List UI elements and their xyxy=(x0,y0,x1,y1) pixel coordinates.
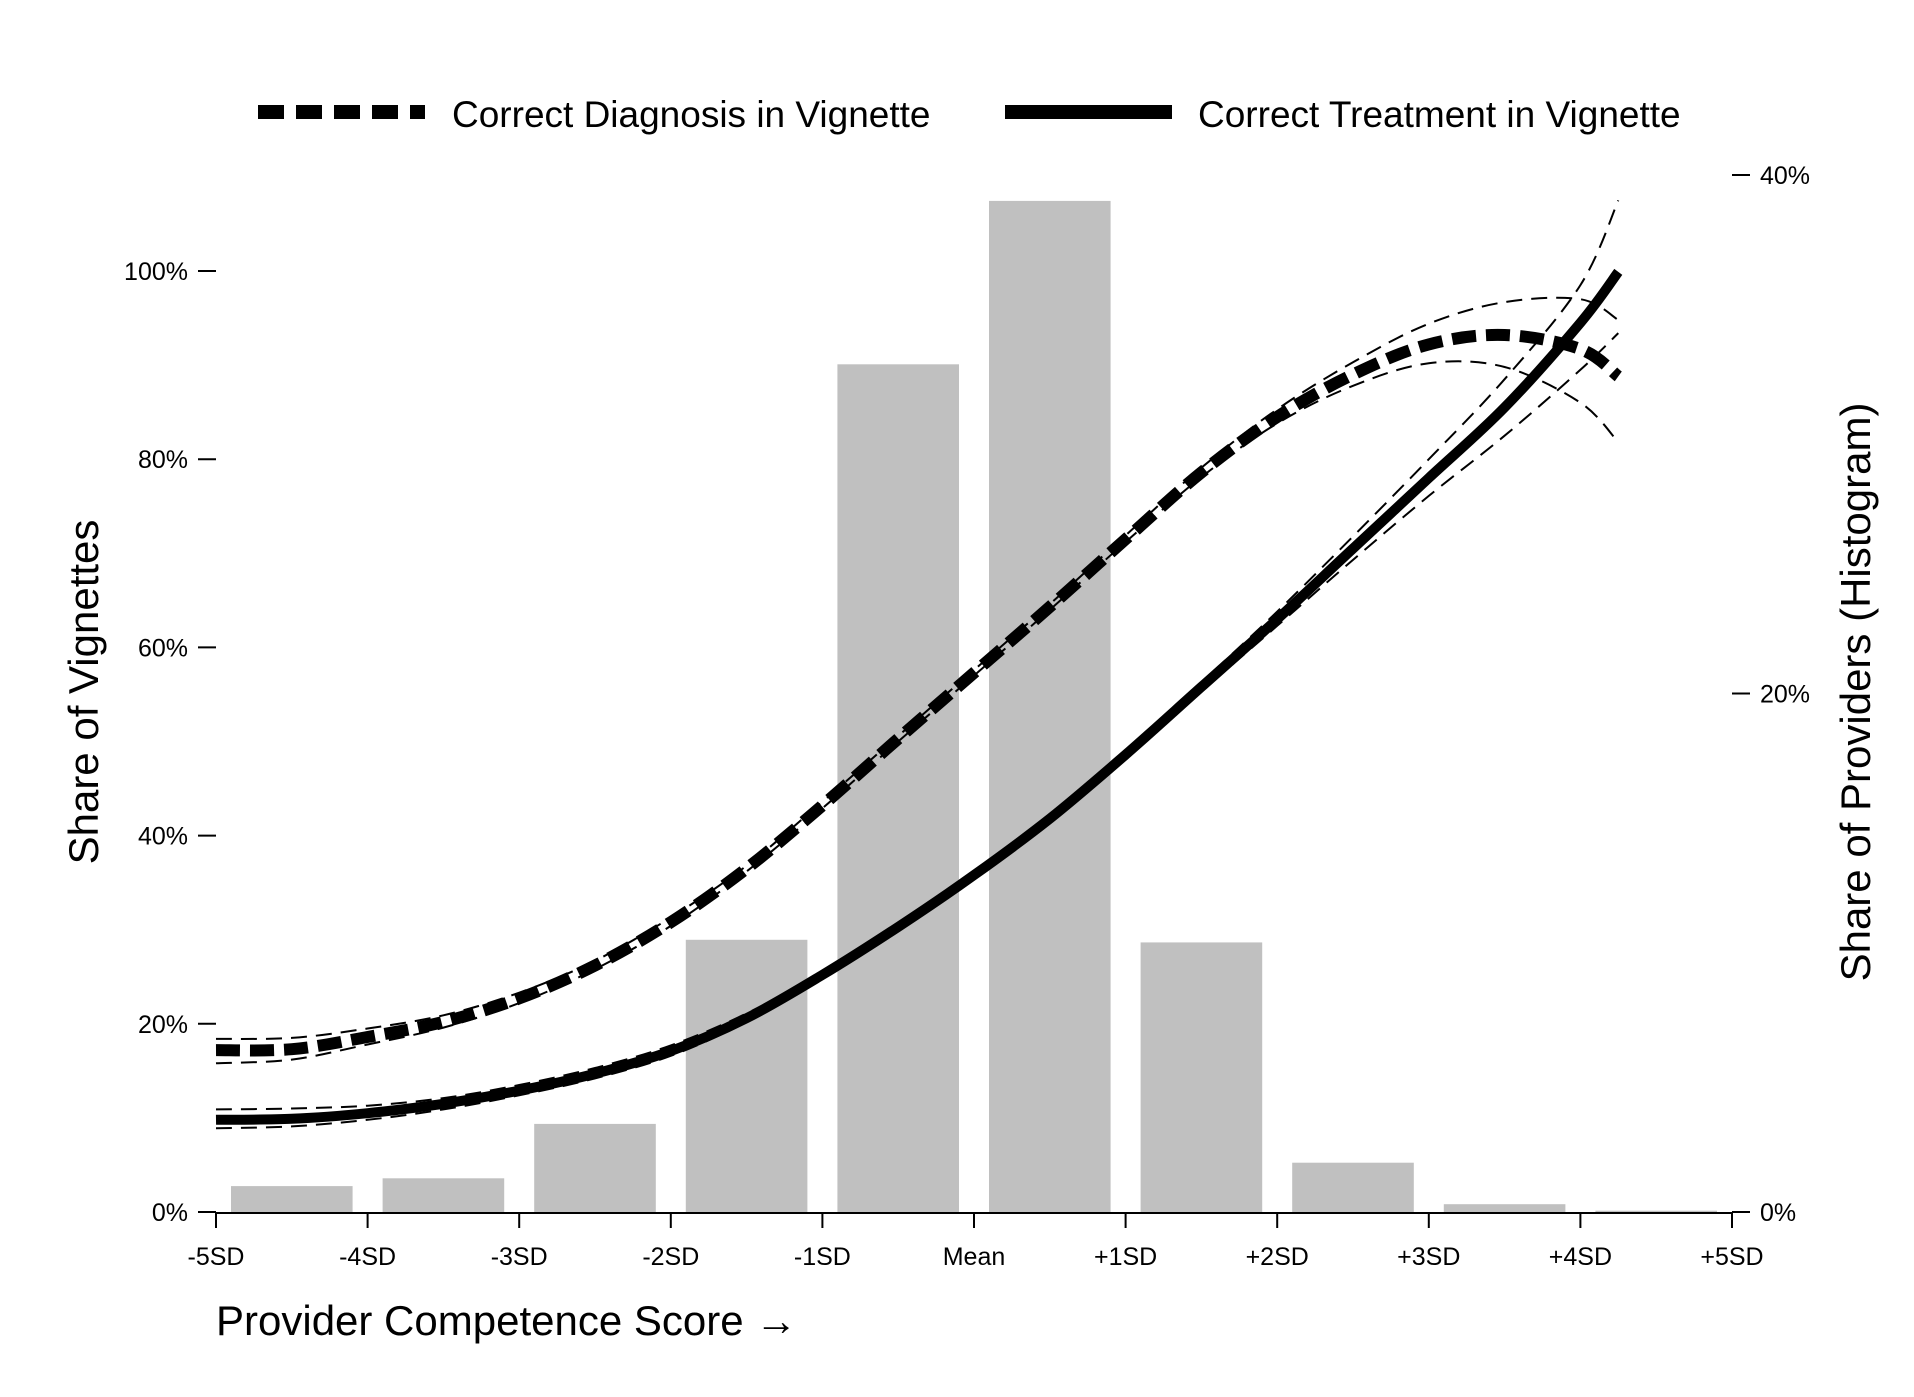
histogram-bar xyxy=(382,1178,505,1212)
y-left-tick-label: 40% xyxy=(138,823,188,851)
y-left-axis-title: Share of Vignettes xyxy=(60,520,107,865)
histogram-bar xyxy=(1292,1162,1414,1212)
series-line-diagnosis xyxy=(215,328,1623,1057)
x-tick-label: -1SD xyxy=(794,1243,851,1271)
y-left-tick-label: 20% xyxy=(138,1011,188,1039)
histogram-bar xyxy=(1595,1210,1717,1213)
histogram-layer xyxy=(231,200,1717,1213)
legend-label-diagnosis: Correct Diagnosis in Vignette xyxy=(452,94,931,135)
y-right-tick-label: 40% xyxy=(1760,162,1810,190)
x-tick-label: -5SD xyxy=(188,1243,245,1271)
y-right-axis-title: Share of Providers (Histogram) xyxy=(1832,403,1879,982)
x-tick-label: -2SD xyxy=(642,1243,699,1271)
x-tick-label: +5SD xyxy=(1700,1243,1763,1271)
x-tick-label: +1SD xyxy=(1094,1243,1157,1271)
x-tick-label: -4SD xyxy=(339,1243,396,1271)
y-left-tick-label: 60% xyxy=(138,634,188,662)
y-left-tick-label: 80% xyxy=(138,446,188,474)
y-left-tick-label: 100% xyxy=(124,258,188,286)
axes-layer: -5SD -4SD -3SD -2SD -1SD Mean +1SD +2SD +3SD +4SD… xyxy=(124,162,1810,1271)
x-tick-label: -3SD xyxy=(491,1243,548,1271)
legend: Correct Diagnosis in Vignette Correct Tr… xyxy=(258,94,1681,135)
legend-label-treatment: Correct Treatment in Vignette xyxy=(1198,94,1681,135)
x-tick-label: +4SD xyxy=(1549,1243,1612,1271)
x-tick-label: Mean xyxy=(943,1243,1006,1271)
y-right-tick-label: 0% xyxy=(1760,1199,1796,1227)
histogram-bar xyxy=(231,1186,353,1212)
histogram-bar xyxy=(1443,1204,1566,1212)
x-tick-label: +3SD xyxy=(1397,1243,1460,1271)
histogram-bar xyxy=(685,939,808,1212)
histogram-bar xyxy=(837,364,959,1212)
histogram-bar xyxy=(534,1123,656,1212)
y-right-tick-label: 20% xyxy=(1760,681,1810,709)
histogram-bar xyxy=(989,200,1111,1212)
y-left-tick-label: 0% xyxy=(152,1199,188,1227)
x-axis-title: Provider Competence Score → xyxy=(216,1297,797,1344)
series-layer xyxy=(215,268,1623,1125)
series-line-treatment xyxy=(215,268,1623,1125)
x-tick-label: +2SD xyxy=(1246,1243,1309,1271)
histogram-bar xyxy=(1140,942,1263,1212)
